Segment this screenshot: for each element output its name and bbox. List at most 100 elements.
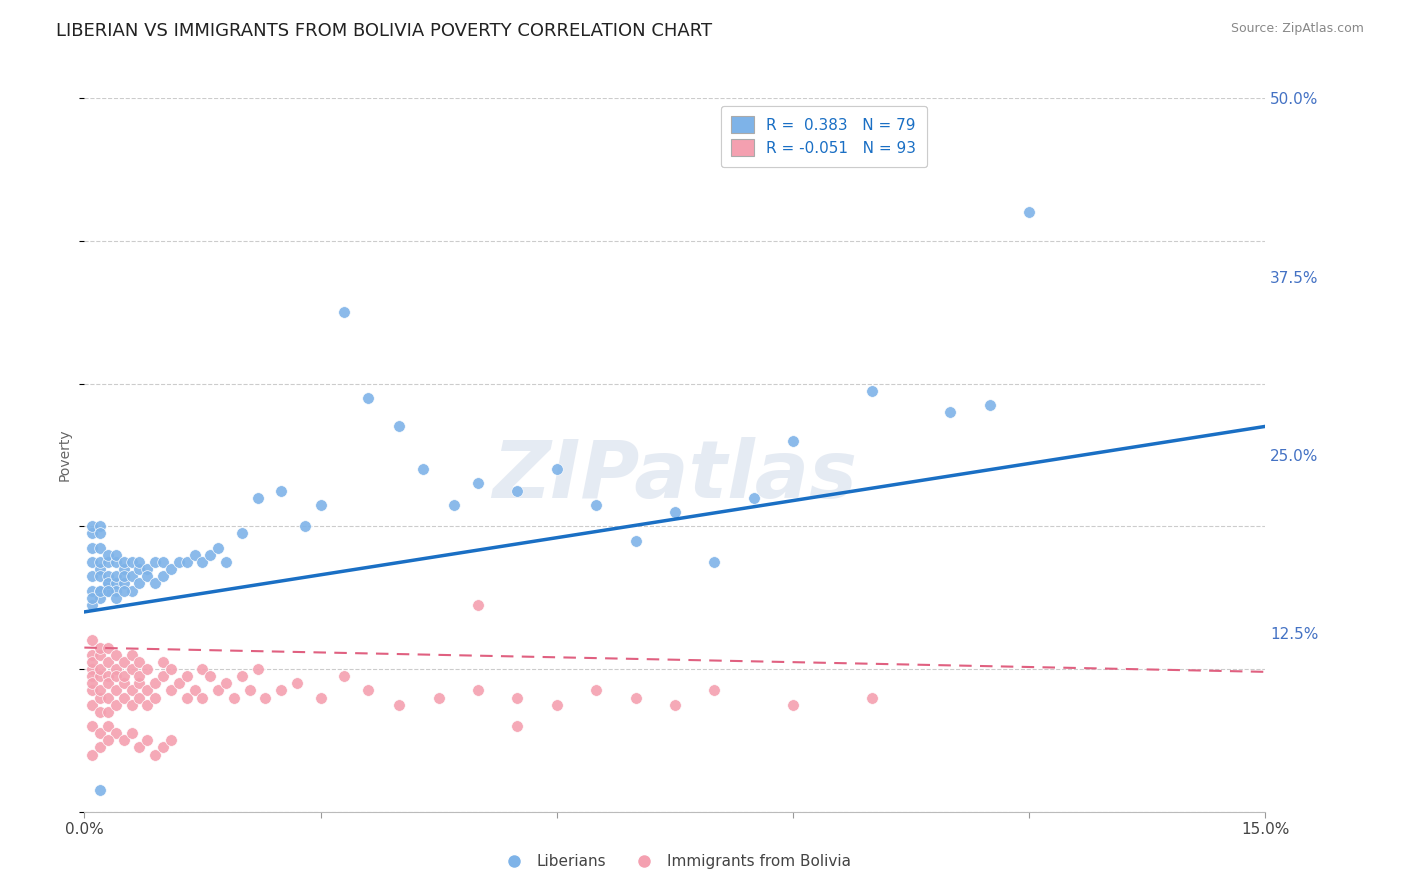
- Point: [143, 676, 166, 690]
- Point: [143, 555, 166, 569]
- Point: [782, 434, 804, 448]
- Point: [239, 683, 262, 698]
- Point: [82, 676, 104, 690]
- Point: [89, 783, 111, 797]
- Point: [585, 498, 607, 512]
- Point: [89, 519, 111, 533]
- Point: [246, 662, 269, 676]
- Point: [104, 555, 127, 569]
- Point: [97, 576, 120, 591]
- Point: [152, 740, 174, 755]
- Point: [152, 555, 174, 569]
- Point: [979, 398, 1001, 412]
- Point: [89, 726, 111, 740]
- Point: [388, 419, 411, 434]
- Point: [89, 583, 111, 598]
- Point: [207, 683, 229, 698]
- Point: [160, 733, 183, 747]
- Point: [121, 555, 143, 569]
- Point: [97, 548, 120, 562]
- Point: [1018, 205, 1040, 219]
- Point: [97, 719, 120, 733]
- Point: [231, 669, 253, 683]
- Point: [82, 555, 104, 569]
- Point: [97, 669, 120, 683]
- Point: [388, 698, 411, 712]
- Point: [82, 633, 104, 648]
- Point: [136, 698, 159, 712]
- Point: [231, 526, 253, 541]
- Point: [128, 576, 150, 591]
- Point: [128, 740, 150, 755]
- Point: [121, 662, 143, 676]
- Point: [742, 491, 765, 505]
- Point: [167, 555, 190, 569]
- Point: [624, 533, 647, 548]
- Point: [939, 405, 962, 419]
- Point: [200, 548, 222, 562]
- Point: [97, 583, 120, 598]
- Point: [167, 676, 190, 690]
- Point: [309, 690, 332, 705]
- Point: [82, 519, 104, 533]
- Point: [104, 648, 127, 662]
- Point: [112, 690, 135, 705]
- Point: [207, 541, 229, 555]
- Text: LIBERIAN VS IMMIGRANTS FROM BOLIVIA POVERTY CORRELATION CHART: LIBERIAN VS IMMIGRANTS FROM BOLIVIA POVE…: [56, 22, 713, 40]
- Text: ZIPatlas: ZIPatlas: [492, 437, 858, 516]
- Point: [82, 591, 104, 605]
- Point: [89, 541, 111, 555]
- Point: [104, 576, 127, 591]
- Point: [546, 462, 568, 476]
- Point: [104, 591, 127, 605]
- Point: [176, 690, 198, 705]
- Point: [82, 569, 104, 583]
- Point: [128, 669, 150, 683]
- Point: [152, 569, 174, 583]
- Point: [427, 690, 450, 705]
- Point: [82, 747, 104, 762]
- Point: [143, 576, 166, 591]
- Point: [112, 733, 135, 747]
- Point: [183, 683, 205, 698]
- Point: [294, 519, 316, 533]
- Point: [89, 669, 111, 683]
- Point: [89, 740, 111, 755]
- Point: [112, 655, 135, 669]
- Point: [121, 698, 143, 712]
- Point: [467, 598, 489, 612]
- Point: [136, 733, 159, 747]
- Point: [703, 683, 725, 698]
- Point: [624, 690, 647, 705]
- Point: [112, 583, 135, 598]
- Point: [121, 683, 143, 698]
- Point: [357, 391, 380, 405]
- Point: [664, 698, 686, 712]
- Point: [97, 655, 120, 669]
- Point: [222, 690, 245, 705]
- Point: [89, 526, 111, 541]
- Point: [860, 690, 883, 705]
- Legend: R =  0.383   N = 79, R = -0.051   N = 93: R = 0.383 N = 79, R = -0.051 N = 93: [720, 106, 927, 167]
- Point: [104, 726, 127, 740]
- Point: [121, 583, 143, 598]
- Point: [97, 676, 120, 690]
- Point: [160, 683, 183, 698]
- Point: [82, 662, 104, 676]
- Point: [112, 555, 135, 569]
- Point: [160, 562, 183, 576]
- Point: [467, 683, 489, 698]
- Point: [136, 662, 159, 676]
- Point: [104, 698, 127, 712]
- Point: [97, 576, 120, 591]
- Point: [89, 683, 111, 698]
- Point: [104, 548, 127, 562]
- Point: [285, 676, 308, 690]
- Point: [128, 655, 150, 669]
- Point: [357, 683, 380, 698]
- Point: [270, 683, 292, 698]
- Point: [82, 598, 104, 612]
- Point: [128, 562, 150, 576]
- Point: [160, 662, 183, 676]
- Point: [585, 683, 607, 698]
